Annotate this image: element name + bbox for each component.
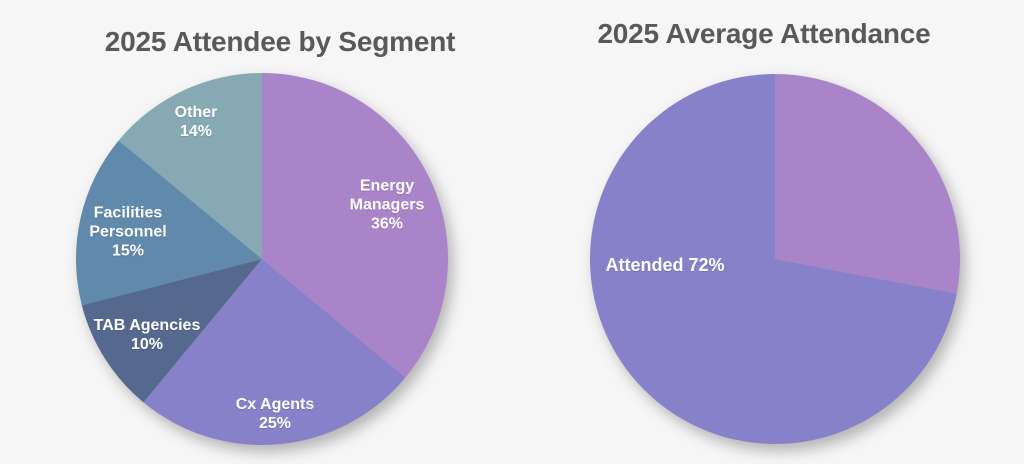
pie-slice-energy-managers bbox=[262, 73, 449, 378]
pie-slice-tab-agencies bbox=[81, 259, 262, 403]
pie-chart-average-attendance: Attended 72% bbox=[589, 74, 960, 444]
pie-svg bbox=[75, 72, 449, 446]
chart-title-average-attendance: 2025 Average Attendance bbox=[597, 18, 931, 49]
pie-chart-attendee-by-segment: Energy Managers 36% Cx Agents 25% TAB Agencie… bbox=[75, 72, 449, 446]
pie-svg bbox=[589, 74, 960, 444]
pie-slice-cx-agents bbox=[143, 259, 406, 446]
pie-slice-unlabeled bbox=[775, 74, 960, 294]
pie-slice-other bbox=[118, 72, 263, 259]
pie-slice-attended bbox=[589, 74, 957, 444]
chart-title-attendee-by-segment: 2025 Attendee by Segment bbox=[104, 26, 456, 57]
pie-slice-facilities-personnel bbox=[75, 140, 263, 306]
